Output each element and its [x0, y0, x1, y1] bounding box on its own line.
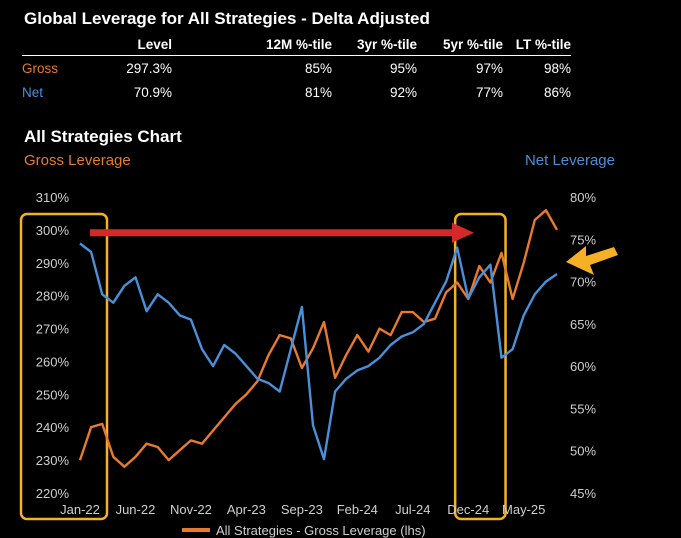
right-tick-label: 45%: [570, 486, 596, 501]
right-tick-label: 55%: [570, 401, 596, 416]
yellow-pointer-arrow: [566, 246, 618, 275]
table-cell: 92%: [389, 85, 417, 100]
left-tick-label: 220%: [36, 486, 70, 501]
x-tick-label: Jun-22: [116, 502, 156, 517]
column-header: LT %-tile: [503, 36, 571, 56]
left-tick-label: 290%: [36, 256, 70, 271]
highlight-box: [19, 212, 109, 521]
table-row: Net 70.9% 81% 92% 77% 86%: [22, 80, 571, 104]
right-tick-label: 80%: [570, 190, 596, 205]
table-cell: 95%: [389, 61, 417, 76]
column-header: 12M %-tile: [172, 36, 332, 56]
row-label-net: Net: [22, 85, 44, 100]
table-header-row: Level 12M %-tile 3yr %-tile 5yr %-tile L…: [22, 36, 571, 56]
left-tick-label: 300%: [36, 223, 70, 238]
gross-leverage-line: [78, 208, 559, 468]
x-tick-label: Sep-23: [281, 502, 323, 517]
table-cell: 77%: [475, 85, 503, 100]
summary-table: Level 12M %-tile 3yr %-tile 5yr %-tile L…: [22, 36, 571, 104]
left-tick-label: 270%: [36, 322, 70, 337]
column-header: [22, 36, 90, 56]
column-header: Level: [90, 36, 172, 56]
left-tick-label: 250%: [36, 387, 70, 402]
left-tick-label: 240%: [36, 420, 70, 435]
x-tick-label: Apr-23: [227, 502, 266, 517]
x-tick-label: Jan-22: [60, 502, 100, 517]
table-cell: 81%: [304, 85, 332, 100]
right-tick-label: 75%: [570, 232, 596, 247]
chart-title: All Strategies Chart: [24, 127, 182, 146]
column-header: 5yr %-tile: [417, 36, 503, 56]
right-tick-label: 65%: [570, 317, 596, 332]
right-tick-label: 60%: [570, 359, 596, 374]
red-arrow-head: [452, 222, 474, 243]
left-axis-label: Gross Leverage: [24, 152, 131, 169]
right-tick-label: 50%: [570, 444, 596, 459]
x-tick-label: May-25: [502, 502, 545, 517]
x-tick-label: Nov-22: [170, 502, 212, 517]
right-axis-label: Net Leverage: [524, 152, 615, 169]
table-cell: 70.9%: [133, 85, 172, 100]
left-tick-label: 310%: [36, 190, 70, 205]
table-cell: 85%: [304, 61, 332, 76]
legend-label-gross: All Strategies - Gross Leverage (lhs): [216, 523, 426, 538]
table-cell: 97%: [475, 61, 503, 76]
x-tick-label: Dec-24: [447, 502, 489, 517]
table-cell: 297.3%: [126, 61, 172, 76]
net-leverage-line: [79, 242, 558, 461]
page-title: Global Leverage for All Strategies - Del…: [24, 9, 430, 28]
column-header: 3yr %-tile: [332, 36, 417, 56]
left-tick-label: 260%: [36, 354, 70, 369]
highlight-box: [453, 212, 507, 521]
row-label-gross: Gross: [22, 61, 59, 76]
x-tick-label: Jul-24: [395, 502, 430, 517]
left-tick-label: 230%: [36, 453, 70, 468]
right-tick-label: 70%: [570, 275, 596, 290]
x-tick-label: Feb-24: [337, 502, 378, 517]
table-cell: 86%: [543, 85, 571, 100]
table-cell: 98%: [543, 61, 571, 76]
table-row: Gross 297.3% 85% 95% 97% 98%: [22, 56, 571, 81]
left-tick-label: 280%: [36, 289, 70, 304]
